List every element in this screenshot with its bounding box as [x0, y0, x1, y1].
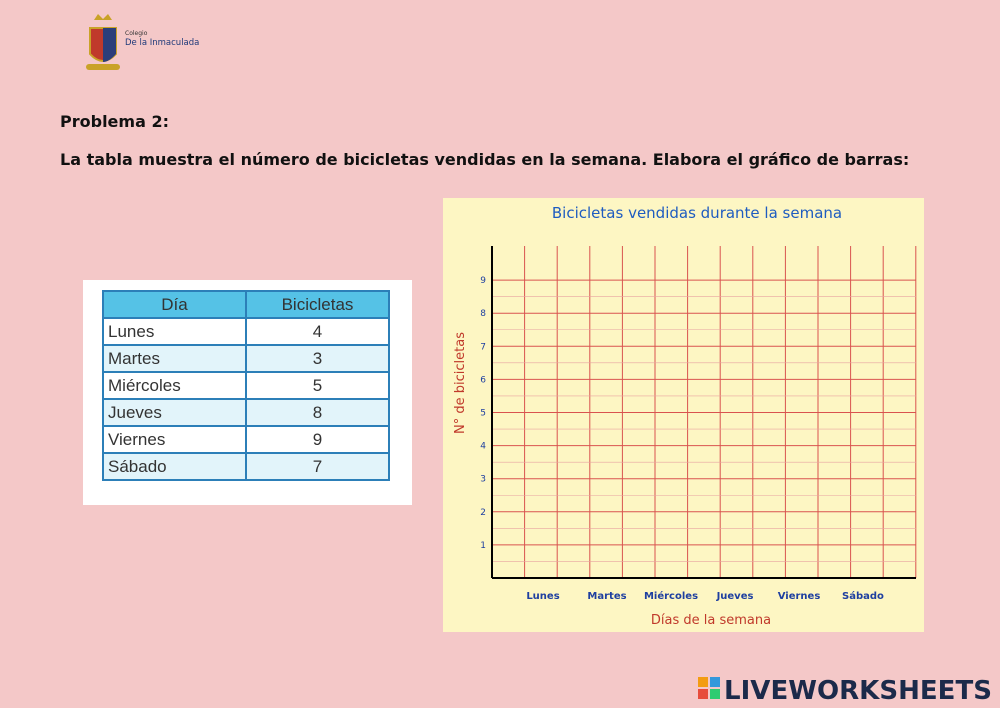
y-tick-label: 9: [480, 276, 486, 286]
x-tick-label: Lunes: [526, 591, 559, 602]
data-table: Día Bicicletas Lunes 4 Martes 3 Miércoles 5 Juev…: [102, 290, 390, 481]
table-cell: 7: [245, 452, 390, 481]
y-tick-label: 3: [480, 475, 486, 485]
y-tick-label: 5: [480, 409, 486, 419]
school-line2: De la Inmaculada: [125, 38, 199, 48]
column-header: Día: [102, 290, 247, 319]
chart-title: Bicicletas vendidas durante la semana: [552, 204, 842, 222]
table-cell: Miércoles: [102, 371, 247, 400]
school-logo: Colegio De la Inmaculada: [86, 14, 199, 70]
chart-panel: [443, 198, 924, 632]
y-tick-label: 7: [480, 342, 486, 352]
table-cell: Lunes: [102, 317, 247, 346]
problem-statement: La tabla muestra el número de bicicletas…: [60, 150, 910, 169]
x-tick-label: Jueves: [716, 591, 754, 602]
table-row: Miércoles 5: [102, 371, 390, 400]
table-row: Jueves 8: [102, 398, 390, 427]
table-cell: 3: [245, 344, 390, 373]
table-cell: 9: [245, 425, 390, 454]
table-cell: 5: [245, 371, 390, 400]
x-tick-label: Viernes: [778, 591, 821, 602]
x-tick-label: Sábado: [842, 590, 884, 602]
table-row: Viernes 9: [102, 425, 390, 454]
table-cell: Martes: [102, 344, 247, 373]
table-cell: 8: [245, 398, 390, 427]
column-header: Bicicletas: [245, 290, 390, 319]
x-tick-label: Miércoles: [644, 590, 698, 602]
y-tick-label: 2: [480, 508, 486, 518]
table-row: Lunes 4: [102, 317, 390, 346]
table-row: Sábado 7: [102, 452, 390, 481]
x-axis-label: Días de la semana: [651, 613, 771, 628]
table-cell: Viernes: [102, 425, 247, 454]
y-tick-label: 6: [480, 375, 486, 385]
x-tick-label: Martes: [587, 591, 626, 602]
y-tick-label: 8: [480, 309, 486, 319]
table-cell: 4: [245, 317, 390, 346]
school-line1: Colegio: [125, 30, 148, 37]
table-row: Martes 3: [102, 344, 390, 373]
y-tick-label: 1: [480, 541, 486, 551]
table-panel: Día Bicicletas Lunes 4 Martes 3 Miércoles 5 Juev…: [83, 280, 412, 505]
brand-logo: LIVEWORKSHEETS: [698, 676, 992, 704]
brand-name: LIVEWORKSHEETS: [724, 676, 992, 704]
y-axis-label: N° de bicicletas: [453, 332, 468, 434]
table-cell: Jueves: [102, 398, 247, 427]
problem-title: Problema 2:: [60, 112, 169, 131]
table-cell: Sábado: [102, 452, 247, 481]
y-tick-label: 4: [480, 442, 486, 452]
